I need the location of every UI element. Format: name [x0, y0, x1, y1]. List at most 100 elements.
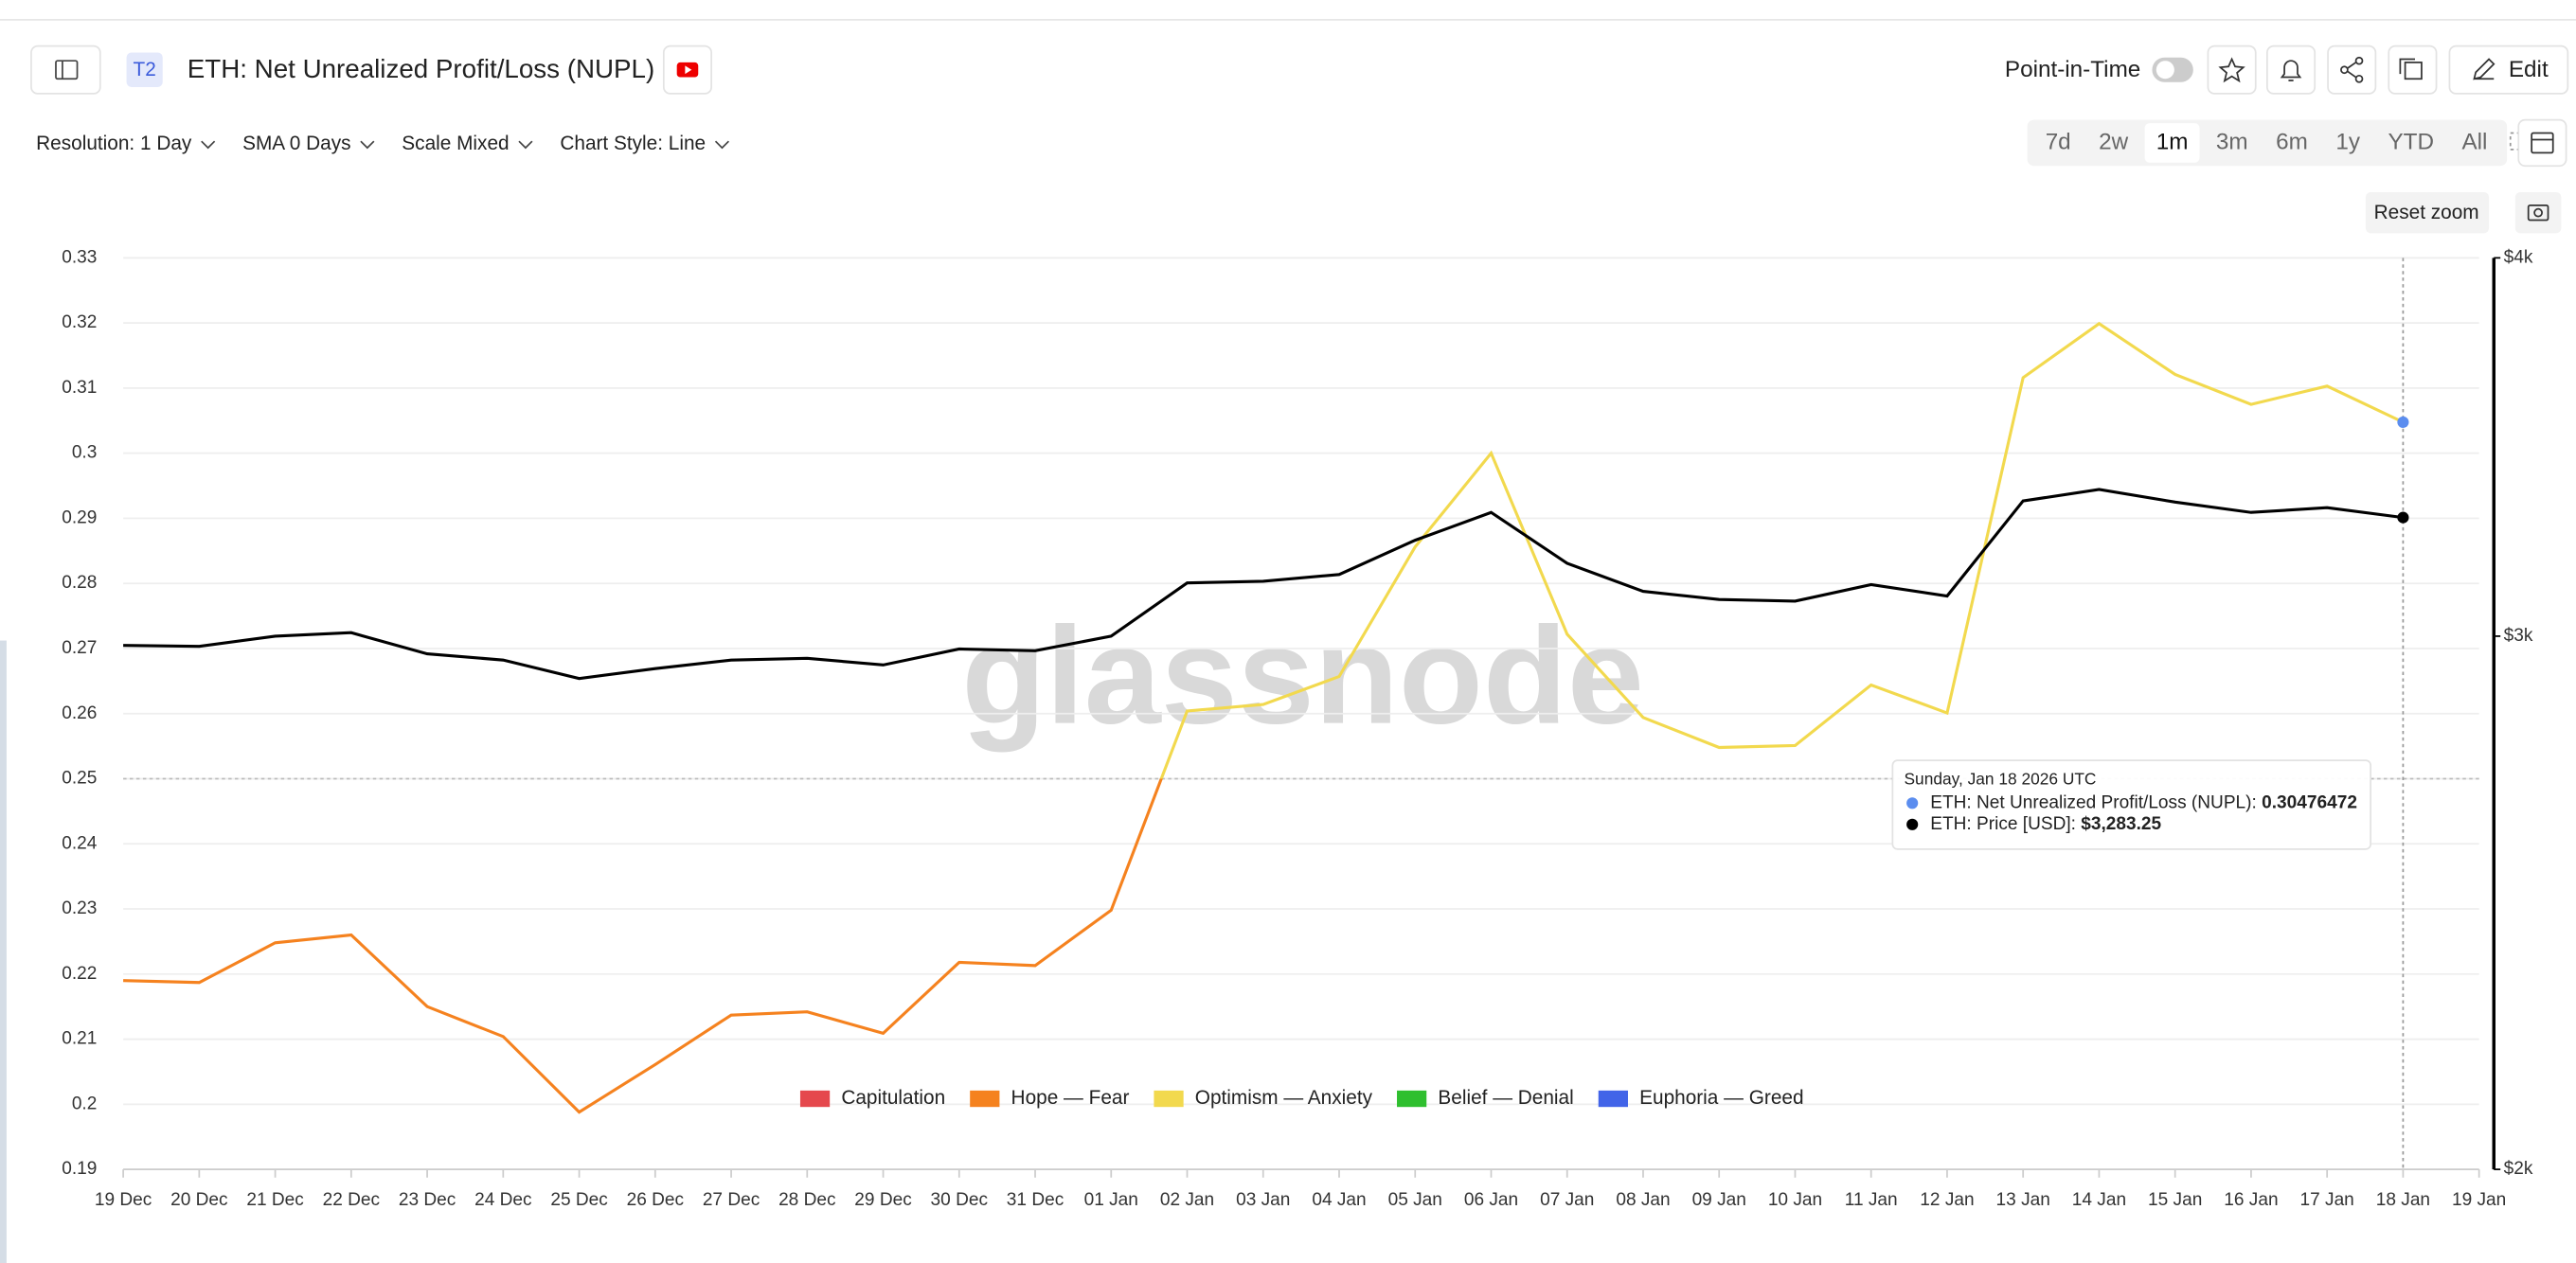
- x-tick-label: 28 Dec: [778, 1190, 836, 1210]
- tooltip: Sunday, Jan 18 2026 UTC ETH: Net Unreali…: [1891, 759, 2372, 850]
- legend-item[interactable]: Hope — Fear: [970, 1087, 1129, 1109]
- legend-swatch: [1154, 1090, 1184, 1108]
- y-tick-label: 0.28: [62, 573, 97, 593]
- page-title: ETH: Net Unrealized Profit/Loss (NUPL): [188, 54, 654, 83]
- x-tick-label: 08 Jan: [1616, 1190, 1670, 1210]
- range-button[interactable]: 1y: [2324, 123, 2371, 163]
- x-tick-label: 19 Jan: [2452, 1190, 2506, 1210]
- dropdown-label: Scale Mixed: [402, 133, 509, 154]
- tooltip-label: ETH: Price [USD]:: [1930, 814, 2076, 834]
- legend-swatch: [1397, 1090, 1427, 1108]
- range-button[interactable]: 2w: [2087, 123, 2139, 163]
- badge-bg: [126, 52, 163, 87]
- y-tick-label: 0.29: [62, 507, 97, 527]
- tooltip-label: ETH: Net Unrealized Profit/Loss (NUPL):: [1930, 792, 2257, 812]
- hover-point: [2397, 416, 2409, 428]
- range-label: 7d: [2046, 129, 2071, 154]
- x-tick-label: 23 Dec: [399, 1190, 456, 1210]
- x-tick-label: 18 Jan: [2376, 1190, 2430, 1210]
- dropdown[interactable]: Chart Style: Line: [560, 133, 730, 154]
- range-button[interactable]: All: [2450, 123, 2498, 163]
- legend-label: Belief — Denial: [1438, 1087, 1573, 1109]
- y-tick-label: 0.27: [62, 638, 97, 658]
- legend-label: Optimism — Anxiety: [1195, 1087, 1373, 1109]
- legend-item[interactable]: Euphoria — Greed: [1598, 1087, 1804, 1109]
- y-tick-label: 0.3: [72, 443, 98, 463]
- hover-point: [2397, 511, 2409, 524]
- reset-zoom-label: Reset zoom: [2374, 202, 2479, 223]
- range-button[interactable]: YTD: [2376, 123, 2445, 163]
- alert-button[interactable]: [2266, 44, 2317, 95]
- legend-label: Euphoria — Greed: [1639, 1087, 1803, 1109]
- dropdown[interactable]: SMA 0 Days: [242, 133, 375, 154]
- series-line: [1159, 321, 2405, 779]
- chevron: [360, 140, 375, 150]
- x-tick-label: 31 Dec: [1007, 1190, 1064, 1210]
- x-tick-label: 27 Dec: [703, 1190, 760, 1210]
- y-tick-label: 0.23: [62, 898, 97, 918]
- y-tick-label: 0.26: [62, 703, 97, 723]
- range-label: 1m: [2156, 129, 2189, 154]
- share-button[interactable]: [2327, 44, 2377, 95]
- x-tick-label: 22 Dec: [323, 1190, 381, 1210]
- favorite-button[interactable]: [2207, 44, 2257, 95]
- range-button[interactable]: 6m: [2264, 123, 2319, 163]
- legend-swatch: [1598, 1090, 1628, 1108]
- copy-button[interactable]: [2388, 44, 2438, 95]
- dropdown[interactable]: Scale Mixed: [402, 133, 533, 154]
- y-tick-label: 0.2: [72, 1094, 98, 1113]
- legend-label: Capitulation: [841, 1087, 945, 1109]
- legend-item[interactable]: Optimism — Anxiety: [1154, 1087, 1373, 1109]
- x-tick-label: 09 Jan: [1692, 1190, 1746, 1210]
- reset-zoom-button[interactable]: Reset zoom: [2365, 191, 2490, 234]
- y-tick-label: 0.25: [62, 769, 97, 789]
- x-tick-label: 14 Jan: [2072, 1190, 2126, 1210]
- x-tick-label: 02 Jan: [1160, 1190, 1214, 1210]
- range-label: 3m: [2216, 129, 2248, 154]
- youtube-button[interactable]: [662, 44, 712, 95]
- side-edge: [0, 640, 7, 1263]
- range-label: 6m: [2276, 129, 2308, 154]
- toggle-label: Point-in-Time: [2005, 57, 2140, 82]
- sidebar-button[interactable]: [30, 44, 101, 95]
- dropdown[interactable]: Resolution: 1 Day: [36, 133, 216, 154]
- y-tick-label: 0.24: [62, 833, 98, 853]
- x-tick-label: 12 Jan: [1920, 1190, 1974, 1210]
- badge: T2: [134, 59, 156, 80]
- edit-button[interactable]: Edit: [2448, 44, 2569, 95]
- x-tick-label: 30 Dec: [931, 1190, 989, 1210]
- tooltip-marker: [1906, 797, 1919, 809]
- x-tick-label: 21 Dec: [246, 1190, 304, 1210]
- legend-label: Hope — Fear: [1011, 1087, 1130, 1109]
- x-tick-label: 17 Jan: [2300, 1190, 2354, 1210]
- point-in-time-toggle[interactable]: [2152, 57, 2193, 82]
- x-tick-label: 15 Jan: [2148, 1190, 2202, 1210]
- x-tick-label: 03 Jan: [1236, 1190, 1290, 1210]
- y2-tick-label: $4k: [2504, 247, 2533, 267]
- range-button[interactable]: 3m: [2205, 123, 2260, 163]
- legend-item[interactable]: Capitulation: [799, 1087, 945, 1109]
- x-tick-label: 05 Jan: [1388, 1190, 1442, 1210]
- range-button[interactable]: 7d: [2034, 123, 2083, 163]
- tooltip-value: $3,283.25: [2081, 814, 2161, 834]
- chevron: [518, 140, 533, 150]
- tooltip-value: 0.30476472: [2262, 792, 2357, 812]
- calendar-button[interactable]: [2517, 118, 2567, 168]
- legend-item[interactable]: Belief — Denial: [1397, 1087, 1574, 1109]
- tooltip-title: Sunday, Jan 18 2026 UTC: [1905, 770, 2097, 789]
- range-button[interactable]: 1m: [2144, 123, 2200, 163]
- range-label: 1y: [2335, 129, 2360, 154]
- screenshot-button[interactable]: [2514, 191, 2562, 234]
- y2-tick-label: $2k: [2504, 1159, 2533, 1179]
- legend-swatch: [799, 1090, 831, 1108]
- x-tick-label: 10 Jan: [1768, 1190, 1822, 1210]
- tooltip-row: ETH: Price [USD]: $3,283.25: [1930, 814, 2161, 834]
- x-tick-label: 29 Dec: [854, 1190, 912, 1210]
- x-tick-label: 16 Jan: [2224, 1190, 2278, 1210]
- x-tick-label: 20 Dec: [170, 1190, 228, 1210]
- watermark: glassnode: [961, 598, 1644, 753]
- x-tick-label: 24 Dec: [474, 1190, 532, 1210]
- x-tick-label: 07 Jan: [1540, 1190, 1594, 1210]
- y-tick-label: 0.32: [62, 312, 97, 332]
- y-tick-label: 0.22: [62, 964, 97, 984]
